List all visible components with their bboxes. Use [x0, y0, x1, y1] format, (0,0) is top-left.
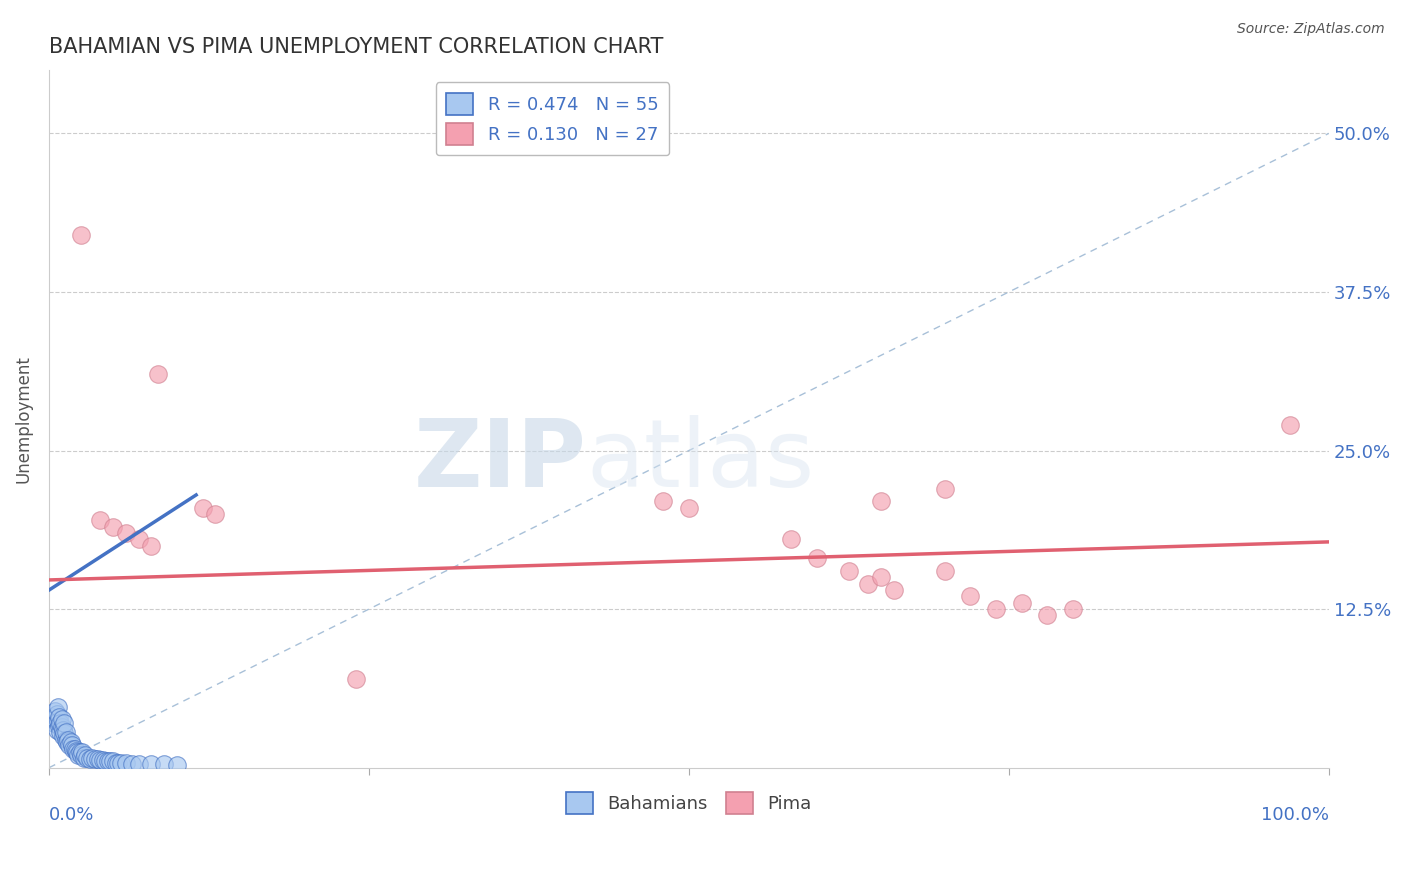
Point	[191, 500, 214, 515]
Point	[42, 710, 65, 724]
Y-axis label: Unemployment: Unemployment	[15, 355, 32, 483]
Point	[869, 570, 891, 584]
Point	[86, 752, 108, 766]
Text: BAHAMIAN VS PIMA UNEMPLOYMENT CORRELATION CHART: BAHAMIAN VS PIMA UNEMPLOYMENT CORRELATIO…	[49, 37, 664, 57]
Point	[51, 720, 73, 734]
Point	[94, 755, 117, 769]
Point	[46, 714, 69, 728]
Point	[141, 539, 163, 553]
Point	[56, 735, 79, 749]
Point	[45, 707, 67, 722]
Point	[60, 738, 83, 752]
Point	[141, 756, 163, 771]
Point	[70, 747, 93, 762]
Point	[51, 713, 73, 727]
Point	[984, 602, 1007, 616]
Point	[67, 747, 90, 762]
Point	[65, 744, 87, 758]
Point	[69, 746, 91, 760]
Point	[76, 750, 98, 764]
Point	[91, 753, 114, 767]
Point	[114, 756, 136, 770]
Point	[128, 756, 150, 771]
Point	[53, 716, 76, 731]
Point	[856, 576, 879, 591]
Text: ZIP: ZIP	[413, 415, 586, 507]
Point	[49, 725, 72, 739]
Point	[46, 699, 69, 714]
Point	[652, 494, 675, 508]
Point	[89, 513, 111, 527]
Point	[63, 741, 86, 756]
Point	[121, 756, 143, 771]
Point	[48, 719, 70, 733]
Point	[82, 750, 104, 764]
Point	[66, 746, 89, 760]
Point	[678, 500, 700, 515]
Point	[52, 723, 75, 737]
Point	[56, 732, 79, 747]
Point	[49, 716, 72, 731]
Point	[344, 672, 367, 686]
Point	[166, 758, 188, 772]
Point	[1062, 602, 1084, 616]
Point	[959, 590, 981, 604]
Point	[934, 564, 956, 578]
Point	[1036, 608, 1059, 623]
Point	[934, 482, 956, 496]
Point	[48, 710, 70, 724]
Point	[838, 564, 860, 578]
Point	[42, 716, 65, 731]
Point	[79, 752, 101, 766]
Point	[55, 725, 77, 739]
Text: atlas: atlas	[586, 415, 814, 507]
Point	[1011, 596, 1033, 610]
Point	[100, 755, 122, 769]
Point	[44, 704, 66, 718]
Point	[70, 227, 93, 242]
Point	[128, 533, 150, 547]
Point	[53, 726, 76, 740]
Point	[101, 519, 124, 533]
Point	[146, 368, 169, 382]
Point	[110, 756, 132, 770]
Point	[62, 741, 84, 756]
Point	[59, 735, 82, 749]
Text: Source: ZipAtlas.com: Source: ZipAtlas.com	[1237, 22, 1385, 37]
Point	[114, 526, 136, 541]
Text: 0.0%: 0.0%	[49, 806, 94, 824]
Point	[73, 747, 96, 762]
Point	[153, 756, 176, 771]
Point	[44, 713, 66, 727]
Point	[89, 753, 111, 767]
Point	[70, 746, 93, 760]
Point	[52, 729, 75, 743]
Point	[204, 507, 226, 521]
Point	[84, 752, 107, 766]
Point	[883, 583, 905, 598]
Point	[101, 755, 124, 769]
Legend: Bahamians, Pima: Bahamians, Pima	[558, 785, 818, 822]
Point	[58, 738, 80, 752]
Point	[72, 750, 94, 764]
Point	[869, 494, 891, 508]
Point	[780, 533, 803, 547]
Point	[806, 551, 828, 566]
Text: 100.0%: 100.0%	[1261, 806, 1329, 824]
Point	[107, 756, 129, 770]
Point	[55, 732, 77, 747]
Point	[45, 723, 67, 737]
Point	[97, 755, 120, 769]
Point	[1279, 418, 1302, 433]
Point	[104, 756, 127, 770]
